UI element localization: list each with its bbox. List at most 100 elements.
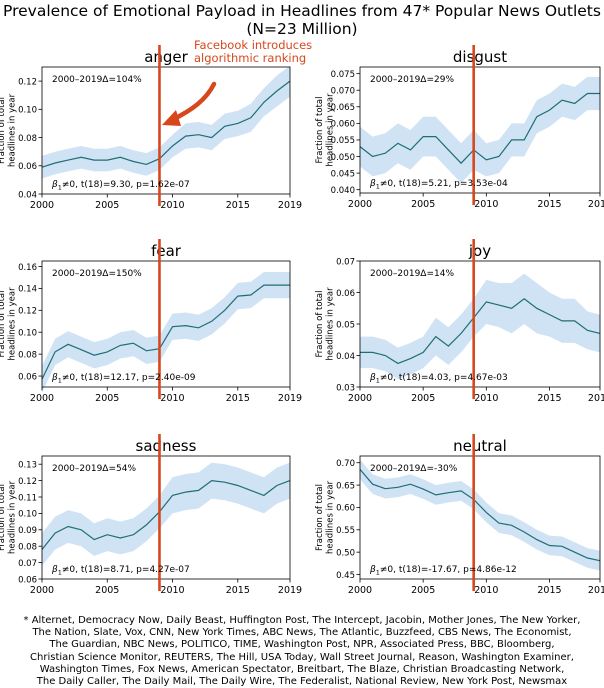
chart-panel-fear: 2000 2005 2010 2015 2019 0.06 0.08 0.10 0.12 0.14… <box>0 239 302 404</box>
series-line <box>359 92 600 165</box>
annotation-arrow-head <box>162 110 181 126</box>
y-tick-label: 0.50 <box>336 548 355 558</box>
x-tick-label: 2019 <box>588 585 604 596</box>
y-tick-label: 0.05 <box>336 320 355 330</box>
x-tick-label: 2010 <box>474 585 498 596</box>
y-axis-label-line: headlines in year <box>326 480 336 554</box>
stat-subscript: 1 <box>376 569 380 577</box>
x-tick-label: 2000 <box>30 393 54 404</box>
stat-subscript: 1 <box>376 377 380 385</box>
y-axis-label-line: headlines in year <box>326 287 336 361</box>
stat-text: β1≠0, t(18)=5.21, p=3.53e-04 <box>369 179 508 191</box>
y-tick-label: 0.12 <box>18 77 37 87</box>
stat-text: β1≠0, t(18)=-17.67, p=4.86e-12 <box>369 565 517 577</box>
y-axis-label-line: Fraction of total <box>0 97 7 164</box>
stat-beta: β <box>369 179 376 189</box>
axes-frame <box>41 455 291 580</box>
delta-text: 2000–2019Δ=150% <box>52 269 142 279</box>
axes-frame <box>41 66 291 195</box>
x-tick-label: 2019 <box>278 393 302 404</box>
y-tick-label: 0.55 <box>336 526 355 536</box>
y-tick-label: 0.065 <box>331 103 355 113</box>
footnote-line: Washington Times, Fox News, American Spe… <box>39 663 565 675</box>
footnote-line: The Guardian, NBC News, POLITICO, TIME, … <box>49 639 555 651</box>
main-title: Prevalence of Emotional Payload in Headl… <box>0 2 604 38</box>
y-tick-label: 0.11 <box>18 493 37 503</box>
axes-frame <box>359 66 601 194</box>
delta-text: 2000–2019Δ=14% <box>370 269 454 279</box>
y-tick-label: 0.050 <box>331 153 355 163</box>
y-tick-label: 0.070 <box>331 87 355 97</box>
footnote-line: * Alternet, Democracy Now, Daily Beast, … <box>23 615 581 626</box>
y-axis-label: Fraction of totalheadlines in year <box>0 287 18 361</box>
x-tick-label: 2010 <box>160 393 184 404</box>
footnote-line: The Daily Caller, The Daily Mail, The Da… <box>36 676 568 688</box>
series-line <box>359 469 601 562</box>
y-axis-label-line: headlines in year <box>326 93 336 167</box>
chart-panel-disgust: 2000 2005 2010 2015 2019 0.040 0.045 0.050 0.055… <box>315 45 604 210</box>
y-axis-label: Fraction of totalheadlines in year <box>0 93 18 167</box>
footnote: * Alternet, Democracy Now, Daily Beast, … <box>0 615 604 688</box>
confidence-band <box>360 459 600 571</box>
y-tick-label: 0.08 <box>18 350 37 360</box>
confidence-band <box>42 272 290 393</box>
y-axis-label: Fraction of totalheadlines in year <box>315 93 336 167</box>
stat-beta: β <box>51 180 58 190</box>
y-tick-label: 0.07 <box>336 257 355 267</box>
stat-test: ≠0, t(18)=12.17, p=2.40e-09 <box>62 373 196 383</box>
delta-text: 2000–2019Δ=29% <box>370 75 454 85</box>
x-tick-label: 2000 <box>30 200 54 211</box>
panel-title: joy <box>468 242 491 260</box>
stat-subscript: 1 <box>58 377 62 385</box>
confidence-band <box>42 462 290 566</box>
y-axis-label-line: headlines in year <box>8 93 18 167</box>
y-axis-label-line: Fraction of total <box>0 484 7 551</box>
x-tick-label: 2019 <box>278 200 302 211</box>
stat-subscript: 1 <box>58 569 62 577</box>
y-tick-label: 0.16 <box>18 263 37 273</box>
stat-text: β1≠0, t(18)=8.71, p=4.27e-07 <box>51 565 190 577</box>
x-tick-label: 2000 <box>348 585 372 596</box>
y-tick-label: 0.45 <box>336 571 355 581</box>
stat-test: ≠0, t(18)=5.21, p=3.53e-04 <box>380 179 508 189</box>
chart-grid: 2000 2005 2010 2015 2019 0.04 0.06 0.08 0.10 0.12… <box>0 38 604 596</box>
y-tick-label: 0.06 <box>18 575 37 585</box>
y-tick-label: 0.08 <box>18 543 37 553</box>
series-line <box>41 284 290 380</box>
stat-subscript: 1 <box>376 183 380 191</box>
delta-text: 2000–2019Δ=104% <box>52 75 142 85</box>
y-tick-label: 0.07 <box>18 559 37 569</box>
stat-test: ≠0, t(18)=-17.67, p=4.86e-12 <box>380 565 517 575</box>
annotation-arrow-shaft <box>169 81 217 123</box>
y-tick-label: 0.06 <box>336 289 355 299</box>
x-tick-label: 2005 <box>95 200 119 211</box>
stat-test: ≠0, t(18)=8.71, p=4.27e-07 <box>62 565 190 575</box>
stat-beta: β <box>369 565 376 575</box>
x-tick-label: 2015 <box>537 393 561 404</box>
y-tick-label: 0.10 <box>18 329 37 339</box>
chart-panel-sadness: 2000 2005 2010 2015 2019 0.06 0.07 0.08 0.09 0.10… <box>0 434 302 596</box>
main-title-line1: Prevalence of Emotional Payload in Headl… <box>3 2 601 20</box>
y-tick-label: 0.65 <box>336 481 355 491</box>
stat-text: β1≠0, t(18)=9.30, p=1.62e-07 <box>51 180 190 192</box>
x-tick-label: 2015 <box>226 200 250 211</box>
stat-test: ≠0, t(18)=9.30, p=1.62e-07 <box>62 180 190 190</box>
x-tick-label: 2019 <box>278 585 302 596</box>
y-axis-label-line: Fraction of total <box>315 97 325 164</box>
panel-title: fear <box>151 242 182 260</box>
y-axis-label-line: headlines in year <box>8 480 18 554</box>
y-tick-label: 0.12 <box>18 477 37 487</box>
confidence-band <box>360 76 600 184</box>
y-tick-label: 0.06 <box>18 162 37 172</box>
chart-panel-anger: 2000 2005 2010 2015 2019 0.04 0.06 0.08 0.10 0.12… <box>0 45 302 211</box>
x-tick-label: 2010 <box>474 393 498 404</box>
y-tick-label: 0.075 <box>331 70 355 80</box>
footnote-line: The Nation, Slate, Vox, CNN, New York Ti… <box>32 627 572 639</box>
y-axis-label-line: headlines in year <box>8 287 18 361</box>
x-tick-label: 2005 <box>95 585 119 596</box>
chart-panel-neutral: 2000 2005 2010 2015 2019 0.45 0.50 0.55 0.60 0.65… <box>315 434 604 596</box>
stat-beta: β <box>369 373 376 383</box>
y-tick-label: 0.040 <box>331 186 355 196</box>
x-tick-label: 2015 <box>537 199 561 210</box>
